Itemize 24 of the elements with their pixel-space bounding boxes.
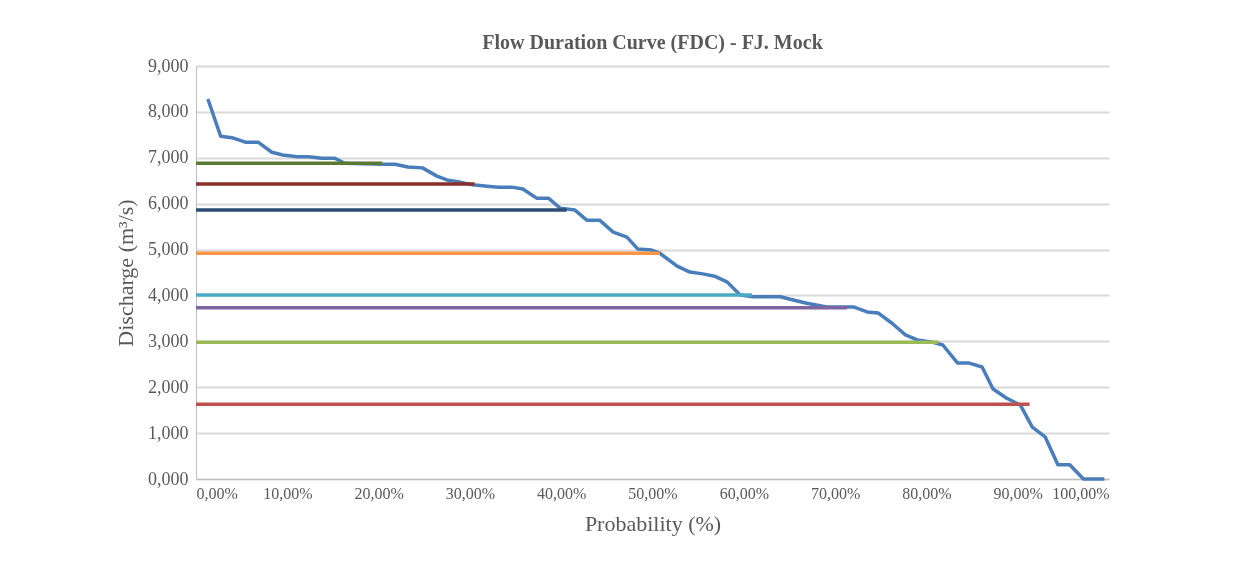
y-tick-label: 9,000 xyxy=(148,55,189,76)
x-tick-label: 80,00% xyxy=(902,484,952,502)
y-tick-label: 8,000 xyxy=(148,101,189,122)
y-tick-label: 6,000 xyxy=(148,193,189,214)
x-tick-label: 40,00% xyxy=(537,484,587,502)
y-tick-label: 1,000 xyxy=(148,422,189,443)
x-tick-label: 30,00% xyxy=(445,484,496,502)
y-axis-title: Discharge (m³/s) xyxy=(113,199,138,347)
x-tick-label: 20,00% xyxy=(354,484,404,502)
x-axis-title: Probability (%) xyxy=(584,510,722,536)
y-tick-label: 2,000 xyxy=(148,376,189,397)
x-tick-label: 10,00% xyxy=(263,484,313,502)
y-tick-label: 0,000 xyxy=(148,468,189,489)
y-tick-label: 4,000 xyxy=(148,284,189,305)
y-tick-label: 7,000 xyxy=(148,147,189,168)
y-tick-label: 3,000 xyxy=(148,330,189,351)
chart-title: Flow Duration Curve (FDC) - FJ. Mock xyxy=(482,31,824,54)
x-tick-label: 50,00% xyxy=(628,484,678,502)
x-tick-label: 90,00% xyxy=(993,484,1043,502)
x-tick-label: 0,00% xyxy=(196,484,238,502)
x-tick-label: 70,00% xyxy=(810,484,861,502)
x-tick-label: 60,00% xyxy=(719,484,769,502)
y-tick-label: 5,000 xyxy=(148,239,189,260)
x-tick-label: 100,00% xyxy=(1052,484,1110,502)
